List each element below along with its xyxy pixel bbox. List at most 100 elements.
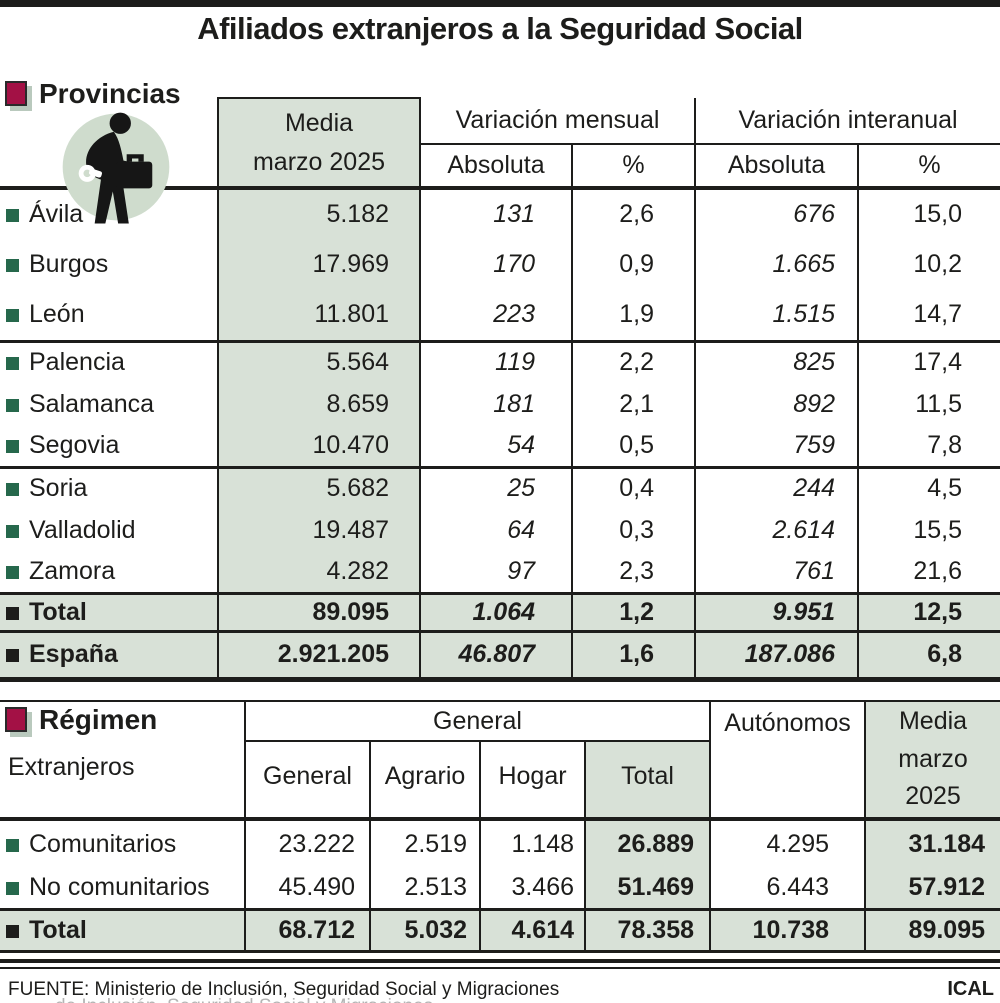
top-black-bar: [0, 0, 1000, 7]
province-row: Zamora 4.282 97 2,3 761 21,6: [0, 551, 1000, 595]
subheader-hogar: Hogar: [479, 741, 585, 821]
media-value: 5.682: [217, 467, 421, 509]
total-label: Total: [29, 597, 87, 626]
yearly-abs-value: 892: [694, 383, 858, 425]
media-column-header: Media marzo 2025: [217, 97, 421, 190]
monthly-abs-value: 131: [493, 200, 535, 228]
yearly-abs-value: 244: [694, 467, 858, 509]
monthly-abs-value: 25: [507, 474, 535, 503]
row-label: Segovia: [0, 425, 218, 469]
media-value: 8.659: [217, 383, 421, 425]
monthly-abs-value: 119: [495, 348, 535, 377]
black-square-bullet-icon: [6, 606, 19, 620]
group-name: No comunitarios: [29, 872, 210, 901]
row-label: España: [0, 631, 218, 682]
agrario-value: 2.513: [369, 867, 480, 909]
province-name: Valladolid: [29, 515, 136, 544]
general-total-value: 26.889: [583, 819, 711, 867]
province-row: Soria 5.682 25 0,4 244 4,5: [0, 467, 1000, 509]
provincias-table: Media marzo 2025 Variación mensual Varia…: [0, 97, 1000, 682]
general-value: 45.490: [244, 867, 370, 909]
green-square-bullet-icon: [6, 439, 19, 453]
monthly-pct-value: 0,4: [571, 467, 695, 509]
media-value: 31.184: [864, 819, 1000, 867]
row-label: León: [0, 290, 218, 343]
monthly-pct-value: 2,1: [571, 383, 695, 425]
header-row-sub: General Agrario Hogar Total: [0, 741, 1000, 821]
yearly-pct-value: 10,2: [857, 239, 1000, 290]
media-value: 10.470: [217, 425, 421, 469]
province-row: Palencia 5.564 119 2,2 825 17,4: [0, 341, 1000, 383]
extranjeros-label: Extranjeros: [8, 753, 135, 781]
crimson-square-bullet-icon: [5, 707, 27, 732]
autonomos-header: Autónomos: [709, 700, 866, 821]
green-square-bullet-icon: [6, 209, 19, 222]
media-header-line2: marzo 2025: [252, 147, 386, 176]
row-label: Total: [0, 593, 218, 633]
regimen-row: No comunitarios 45.490 2.513 3.466 51.46…: [0, 867, 1000, 909]
header-row-sub: Absoluta % Absoluta %: [0, 144, 1000, 190]
regimen-label-cell: Régimen Extranjeros: [0, 700, 245, 821]
yearly-abs-value: 1.665: [694, 239, 858, 290]
row-label: No comunitarios: [0, 867, 245, 909]
province-name: Palencia: [29, 348, 125, 377]
yearly-abs-value: 187.086: [694, 631, 858, 682]
monthly-pct-value: 0,3: [571, 509, 695, 551]
yearly-pct-value: 7,8: [857, 425, 1000, 469]
total-row: Total 68.712 5.032 4.614 78.358 10.738 8…: [0, 907, 1000, 953]
province-name: Ávila: [29, 200, 84, 228]
green-square-bullet-icon: [6, 838, 19, 852]
general-total-value: 78.358: [583, 907, 711, 953]
row-label: Palencia: [0, 341, 218, 383]
total-row: Total 89.095 1.064 1,2 9.951 12,5: [0, 593, 1000, 633]
monthly-pct-value: 0,9: [571, 239, 695, 290]
general-value: 23.222: [244, 819, 370, 867]
monthly-pct-value: 1,9: [571, 290, 695, 343]
row-label: Salamanca: [0, 383, 218, 425]
monthly-abs-value: 64: [507, 515, 535, 544]
yearly-abs-value: 761: [694, 551, 858, 595]
page-title: Afiliados extranjeros a la Seguridad Soc…: [197, 11, 803, 46]
group-header-general: General: [243, 700, 711, 742]
media-value: 5.182: [217, 188, 421, 239]
yearly-pct-value: 15,0: [857, 188, 1000, 239]
hogar-value: 4.614: [479, 907, 585, 953]
yearly-pct-value: 17,4: [857, 341, 1000, 383]
province-name: Zamora: [29, 556, 116, 585]
header-row-groups: Régimen Extranjeros General Autónomos Me…: [0, 700, 1000, 821]
footer-double-rule: [0, 959, 1000, 969]
group-header-yearly: Variación interanual: [694, 98, 1000, 145]
yearly-pct-value: 4,5: [857, 467, 1000, 509]
row-label: Valladolid: [0, 509, 218, 551]
monthly-pct-value: 2,2: [571, 341, 695, 383]
province-row: Burgos 17.969 170 0,9 1.665 10,2: [0, 239, 1000, 290]
monthly-pct-value: 0,5: [571, 425, 695, 469]
yearly-abs-value: 9.951: [694, 593, 858, 633]
monthly-abs-value: 54: [420, 425, 572, 469]
subheader-monthly-absolute: Absoluta: [420, 144, 572, 190]
subheader-agrario: Agrario: [369, 741, 480, 821]
autonomos-value: 10.738: [709, 907, 866, 953]
yearly-abs-value: 825: [694, 341, 858, 383]
general-value: 68.712: [244, 907, 370, 953]
media-header-line3: 2025: [905, 782, 961, 811]
subheader-yearly-pct: %: [857, 144, 1000, 190]
hogar-value: 1.148: [479, 819, 585, 867]
row-label: Comunitarios: [0, 819, 245, 867]
green-square-bullet-icon: [6, 309, 19, 323]
header-row-groups: Media marzo 2025 Variación mensual Varia…: [0, 97, 1000, 190]
province-name: Salamanca: [29, 389, 155, 418]
green-square-bullet-icon: [6, 259, 19, 272]
province-name: León: [29, 300, 85, 329]
yearly-abs-value: 759: [694, 425, 858, 469]
media-header-line1: Media: [284, 108, 354, 137]
section-title-text: Régimen: [39, 704, 158, 735]
subheader-yearly-absolute: Absoluta: [694, 144, 858, 190]
green-square-bullet-icon: [6, 565, 19, 579]
agency-credit: ICAL: [947, 978, 994, 1000]
yearly-pct-value: 14,7: [857, 290, 1000, 343]
monthly-pct-value: 1,2: [571, 593, 695, 633]
row-label: Ávila: [0, 188, 218, 239]
province-row: Ávila 5.182 131 2,6 676 15,0: [0, 188, 1000, 239]
group-header-monthly: Variación mensual: [420, 98, 695, 145]
